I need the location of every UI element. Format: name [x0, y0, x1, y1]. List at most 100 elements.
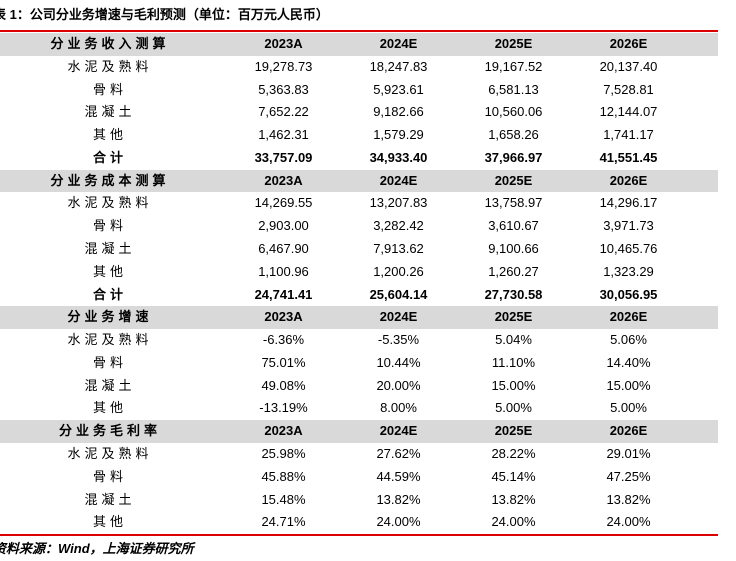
- header-cell: 2025E: [494, 36, 533, 51]
- row-label: 水泥及熟料: [67, 58, 153, 74]
- top-rule: [0, 30, 718, 32]
- row-cell: 5.04%: [495, 332, 532, 348]
- row-cell: 7,913.62: [373, 241, 424, 257]
- row-label: 水泥及熟料: [67, 446, 153, 462]
- row-cell: 13,207.83: [369, 195, 428, 211]
- total-label: 合计: [92, 286, 127, 302]
- total-cell: 30,056.95: [599, 286, 658, 302]
- row-cell: 15.00%: [491, 377, 536, 393]
- row-cell: 47.25%: [606, 468, 651, 484]
- row-cell: 5.00%: [610, 400, 647, 416]
- header-cell: 2025E: [494, 423, 533, 439]
- row-cell: 15.00%: [606, 377, 651, 393]
- row-cell: 1,658.26: [488, 127, 539, 143]
- row-cell: 19,278.73: [254, 58, 313, 74]
- row-cell: 24.00%: [376, 514, 421, 530]
- row-cell: 28.22%: [491, 446, 536, 462]
- row-cell: 44.59%: [376, 468, 421, 484]
- row-cell: 11.10%: [491, 354, 536, 370]
- total-cell: 33,757.09: [254, 149, 313, 165]
- row-cell: 6,581.13: [488, 81, 539, 97]
- row-cell: 5,923.61: [373, 81, 424, 97]
- header-cell: 2026E: [609, 309, 648, 325]
- row-cell: 1,579.29: [373, 127, 424, 143]
- row-cell: 2,903.00: [258, 218, 309, 234]
- header-cell: 2026E: [609, 172, 648, 188]
- row-cell: 9,100.66: [488, 241, 539, 257]
- header-bg: [0, 33, 718, 56]
- row-cell: -13.19%: [259, 400, 308, 416]
- row-cell: 24.00%: [491, 514, 536, 530]
- row-label: 水泥及熟料: [67, 332, 153, 348]
- total-cell: 25,604.14: [369, 286, 428, 302]
- total-cell: 24,741.41: [254, 286, 313, 302]
- row-label: 骨料: [92, 468, 127, 484]
- row-cell: 20,137.40: [599, 58, 658, 74]
- row-cell: 8.00%: [380, 400, 417, 416]
- header-bg: [0, 420, 718, 444]
- row-cell: 45.88%: [261, 468, 306, 484]
- row-cell: 10.44%: [376, 354, 421, 370]
- row-cell: 1,323.29: [603, 263, 654, 279]
- header-bg: [0, 169, 718, 193]
- row-cell: 5.06%: [610, 332, 647, 348]
- source-note: 资料来源：Wind，上海证券研究所: [0, 541, 194, 556]
- header-cell: 2024E: [379, 309, 418, 325]
- row-cell: 14,296.17: [599, 195, 658, 211]
- row-cell: 13.82%: [376, 491, 421, 507]
- table-title: 表 1：公司分业务增速与毛利预测（单位：百万元人民币）: [0, 7, 329, 22]
- row-label: 其他: [92, 514, 127, 530]
- row-label: 其他: [92, 127, 127, 143]
- total-label: 合计: [92, 149, 127, 165]
- total-cell: 37,966.97: [484, 149, 543, 165]
- header-cell: 2025E: [494, 172, 533, 188]
- row-cell: 27.62%: [376, 446, 421, 462]
- row-cell: 24.00%: [606, 514, 651, 530]
- row-cell: 19,167.52: [484, 58, 543, 74]
- row-cell: 5,363.83: [258, 81, 309, 97]
- row-cell: 1,100.96: [258, 263, 309, 279]
- header-label: 分业务增速: [67, 309, 153, 325]
- header-cell: 2024E: [379, 36, 418, 51]
- row-cell: -6.36%: [262, 332, 305, 348]
- row-label: 骨料: [92, 81, 127, 97]
- header-label: 分业务成本测算: [50, 172, 170, 188]
- header-cell: 2026E: [609, 423, 648, 439]
- row-cell: 18,247.83: [369, 58, 428, 74]
- row-cell: 1,260.27: [488, 263, 539, 279]
- row-label: 混凝土: [84, 104, 136, 120]
- row-cell: 10,465.76: [599, 241, 658, 257]
- row-cell: 12,144.07: [599, 104, 658, 120]
- header-label: 分业务毛利率: [58, 423, 161, 439]
- row-cell: 24.71%: [261, 514, 306, 530]
- header-cell: 2023A: [264, 423, 303, 439]
- row-cell: 10,560.06: [484, 104, 543, 120]
- bottom-rule: [0, 534, 718, 536]
- row-cell: 75.01%: [261, 354, 306, 370]
- row-label: 其他: [92, 263, 127, 279]
- row-cell: -5.35%: [377, 332, 420, 348]
- row-cell: 15.48%: [261, 491, 306, 507]
- row-cell: 3,971.73: [603, 218, 654, 234]
- row-label: 混凝土: [84, 241, 136, 257]
- total-cell: 27,730.58: [484, 286, 543, 302]
- row-cell: 3,610.67: [488, 218, 539, 234]
- row-cell: 20.00%: [376, 377, 421, 393]
- header-cell: 2023A: [264, 172, 303, 188]
- row-label: 水泥及熟料: [67, 195, 153, 211]
- row-cell: 5.00%: [495, 400, 532, 416]
- row-cell: 25.98%: [261, 446, 306, 462]
- row-label: 骨料: [92, 354, 127, 370]
- row-cell: 13.82%: [606, 491, 651, 507]
- row-label: 混凝土: [84, 491, 136, 507]
- row-cell: 13,758.97: [484, 195, 543, 211]
- header-cell: 2026E: [609, 36, 648, 51]
- row-cell: 9,182.66: [373, 104, 424, 120]
- row-label: 混凝土: [84, 377, 136, 393]
- row-cell: 7,528.81: [603, 81, 654, 97]
- header-cell: 2024E: [379, 423, 418, 439]
- row-label: 骨料: [92, 218, 127, 234]
- row-cell: 49.08%: [261, 377, 306, 393]
- header-label: 分业务收入测算: [50, 36, 170, 51]
